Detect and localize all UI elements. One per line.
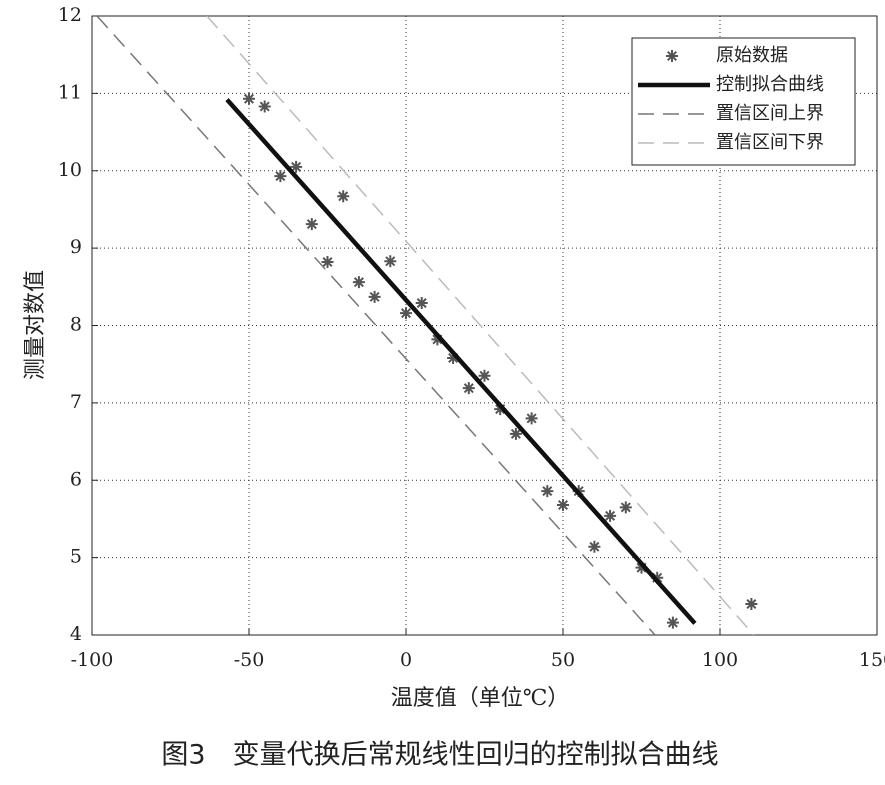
series-line <box>225 98 697 625</box>
data-point <box>494 403 507 416</box>
y-tick-label: 4 <box>70 623 82 645</box>
data-point <box>352 276 365 289</box>
data-point <box>337 190 350 203</box>
y-tick-label: 11 <box>58 81 82 103</box>
series-line <box>96 16 656 635</box>
data-point <box>509 427 522 440</box>
data-point <box>651 571 664 584</box>
data-point <box>462 382 475 395</box>
y-tick-label: 5 <box>70 546 82 568</box>
y-tick-label: 7 <box>70 391 82 413</box>
y-tick-label: 9 <box>70 236 82 258</box>
data-point <box>619 501 632 514</box>
legend-label: 控制拟合曲线 <box>716 74 824 95</box>
data-point <box>290 160 303 173</box>
x-tick-label: 0 <box>400 649 412 671</box>
legend-marker <box>666 50 678 62</box>
y-tick-label: 8 <box>70 314 82 336</box>
data-point <box>305 218 318 231</box>
data-point <box>588 540 601 553</box>
data-point <box>400 307 412 320</box>
x-tick-label: 150 <box>859 649 885 671</box>
data-point <box>368 290 381 303</box>
y-tick-label: 6 <box>70 468 82 490</box>
data-point <box>384 255 397 268</box>
data-point <box>557 499 569 512</box>
data-point <box>243 92 255 105</box>
x-axis-label: 温度值（单位℃） <box>391 686 570 711</box>
legend-label: 置信区间下界 <box>716 132 824 153</box>
data-point <box>745 598 758 611</box>
data-point <box>258 100 271 113</box>
legend-label: 置信区间上界 <box>716 103 824 124</box>
data-point <box>478 369 491 382</box>
legend-box <box>631 37 856 166</box>
series-line <box>206 16 755 635</box>
data-point <box>447 351 460 364</box>
data-point <box>635 561 648 574</box>
y-tick-label: 12 <box>58 4 82 26</box>
plot-frame <box>91 15 878 636</box>
data-point <box>604 509 617 522</box>
caption: 图3 变量代换后常规线性回归的控制拟合曲线 <box>161 740 718 771</box>
x-tick-label: -100 <box>71 649 114 671</box>
data-point <box>431 333 444 346</box>
data-point <box>321 256 334 269</box>
x-tick-label: 50 <box>551 649 575 671</box>
data-point <box>666 616 679 629</box>
y-tick-label: 10 <box>58 159 82 181</box>
x-tick-label: -50 <box>234 649 265 671</box>
data-point <box>541 485 554 498</box>
x-tick-label: 100 <box>702 649 738 671</box>
data-point <box>525 412 538 425</box>
y-axis-label: 测量对数值 <box>23 270 48 380</box>
data-point <box>415 297 428 310</box>
legend-label: 原始数据 <box>716 45 788 66</box>
data-point <box>274 170 287 183</box>
